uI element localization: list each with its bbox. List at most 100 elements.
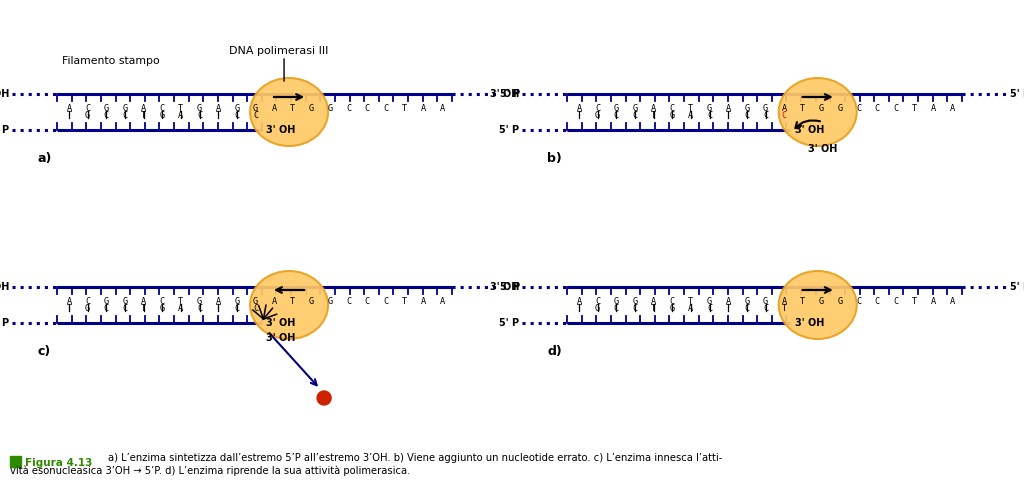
Text: C: C	[613, 111, 618, 120]
Text: T: T	[216, 304, 221, 313]
Text: A: A	[439, 104, 444, 113]
Text: G: G	[633, 297, 638, 306]
Text: G: G	[819, 104, 824, 113]
Text: T: T	[67, 111, 72, 120]
Text: A: A	[688, 111, 693, 120]
Ellipse shape	[778, 271, 857, 339]
Text: 5' P: 5' P	[500, 89, 520, 99]
Text: T: T	[402, 297, 408, 306]
Text: 5' P: 5' P	[499, 125, 519, 135]
Text: C: C	[707, 304, 712, 313]
Text: A: A	[141, 297, 146, 306]
Text: A: A	[271, 104, 276, 113]
Text: G: G	[197, 297, 202, 306]
Text: A: A	[726, 104, 731, 113]
Text: C: C	[595, 297, 600, 306]
Text: G: G	[763, 297, 768, 306]
Text: C: C	[670, 297, 675, 306]
Text: G: G	[122, 297, 128, 306]
Text: T: T	[141, 111, 146, 120]
Text: T: T	[67, 304, 72, 313]
Text: A: A	[178, 304, 183, 313]
Text: G: G	[744, 297, 750, 306]
Text: G: G	[103, 104, 109, 113]
Text: c): c)	[37, 345, 50, 358]
Text: G: G	[253, 104, 258, 113]
FancyArrowPatch shape	[796, 121, 820, 128]
FancyBboxPatch shape	[10, 456, 22, 467]
Text: 5' P: 5' P	[0, 125, 9, 135]
Text: C: C	[103, 111, 109, 120]
Text: A: A	[271, 297, 276, 306]
Text: T: T	[577, 111, 582, 120]
Text: C: C	[670, 104, 675, 113]
Text: T: T	[726, 304, 731, 313]
Text: C: C	[744, 111, 750, 120]
Text: A: A	[67, 297, 72, 306]
Text: C: C	[85, 104, 90, 113]
Text: 3' OH: 3' OH	[489, 282, 519, 292]
Text: T: T	[141, 304, 146, 313]
Text: G: G	[253, 297, 258, 306]
Text: T: T	[178, 297, 183, 306]
Text: 3' OH: 3' OH	[808, 144, 838, 154]
Text: 5' P: 5' P	[1010, 282, 1024, 292]
Text: T: T	[651, 111, 656, 120]
Text: G: G	[328, 297, 333, 306]
Text: C: C	[346, 104, 351, 113]
Text: C: C	[160, 104, 165, 113]
Text: G: G	[160, 304, 165, 313]
Text: A: A	[931, 104, 936, 113]
Text: T: T	[781, 304, 786, 313]
Text: C: C	[707, 111, 712, 120]
Text: A: A	[949, 104, 954, 113]
Text: T: T	[912, 104, 918, 113]
Text: 3' OH: 3' OH	[266, 333, 296, 343]
Text: C: C	[365, 104, 370, 113]
Text: A: A	[421, 104, 426, 113]
Text: G: G	[328, 104, 333, 113]
Text: G: G	[707, 104, 712, 113]
Text: C: C	[383, 104, 389, 113]
Text: 3' OH: 3' OH	[796, 125, 824, 135]
Text: C: C	[234, 111, 240, 120]
Text: 3' OH: 3' OH	[0, 89, 9, 99]
Text: C: C	[253, 304, 258, 313]
Text: 5' P: 5' P	[0, 318, 9, 328]
Text: C: C	[197, 111, 202, 120]
Text: 3' OH: 3' OH	[796, 318, 824, 328]
Text: C: C	[874, 297, 880, 306]
Text: C: C	[744, 304, 750, 313]
Text: Figura 4.13: Figura 4.13	[25, 457, 92, 468]
Text: C: C	[856, 104, 861, 113]
Text: A: A	[178, 111, 183, 120]
Text: G: G	[819, 297, 824, 306]
Text: A: A	[651, 297, 656, 306]
Text: a): a)	[37, 152, 51, 165]
Text: A: A	[577, 297, 582, 306]
Text: C: C	[874, 104, 880, 113]
Text: C: C	[253, 111, 258, 120]
Text: A: A	[931, 297, 936, 306]
Text: G: G	[744, 104, 750, 113]
Text: vità esonucleasica 3’OH → 5’P. d) L’enzima riprende la sua attività polimerasica: vità esonucleasica 3’OH → 5’P. d) L’enzi…	[10, 466, 411, 476]
Text: G: G	[670, 111, 675, 120]
Text: C: C	[633, 304, 638, 313]
Text: Filamento stampo: Filamento stampo	[62, 56, 160, 66]
Text: T: T	[290, 297, 296, 306]
Text: 5' P: 5' P	[500, 282, 520, 292]
Text: G: G	[763, 104, 768, 113]
Text: T: T	[726, 111, 731, 120]
Text: C: C	[234, 304, 240, 313]
Text: G: G	[595, 111, 600, 120]
Text: G: G	[633, 104, 638, 113]
Text: G: G	[122, 104, 128, 113]
Text: C: C	[103, 304, 109, 313]
Text: A: A	[421, 297, 426, 306]
Text: G: G	[85, 304, 90, 313]
Text: G: G	[838, 104, 843, 113]
Text: A: A	[726, 297, 731, 306]
Text: d): d)	[547, 345, 562, 358]
Text: G: G	[234, 297, 240, 306]
Text: C: C	[595, 104, 600, 113]
